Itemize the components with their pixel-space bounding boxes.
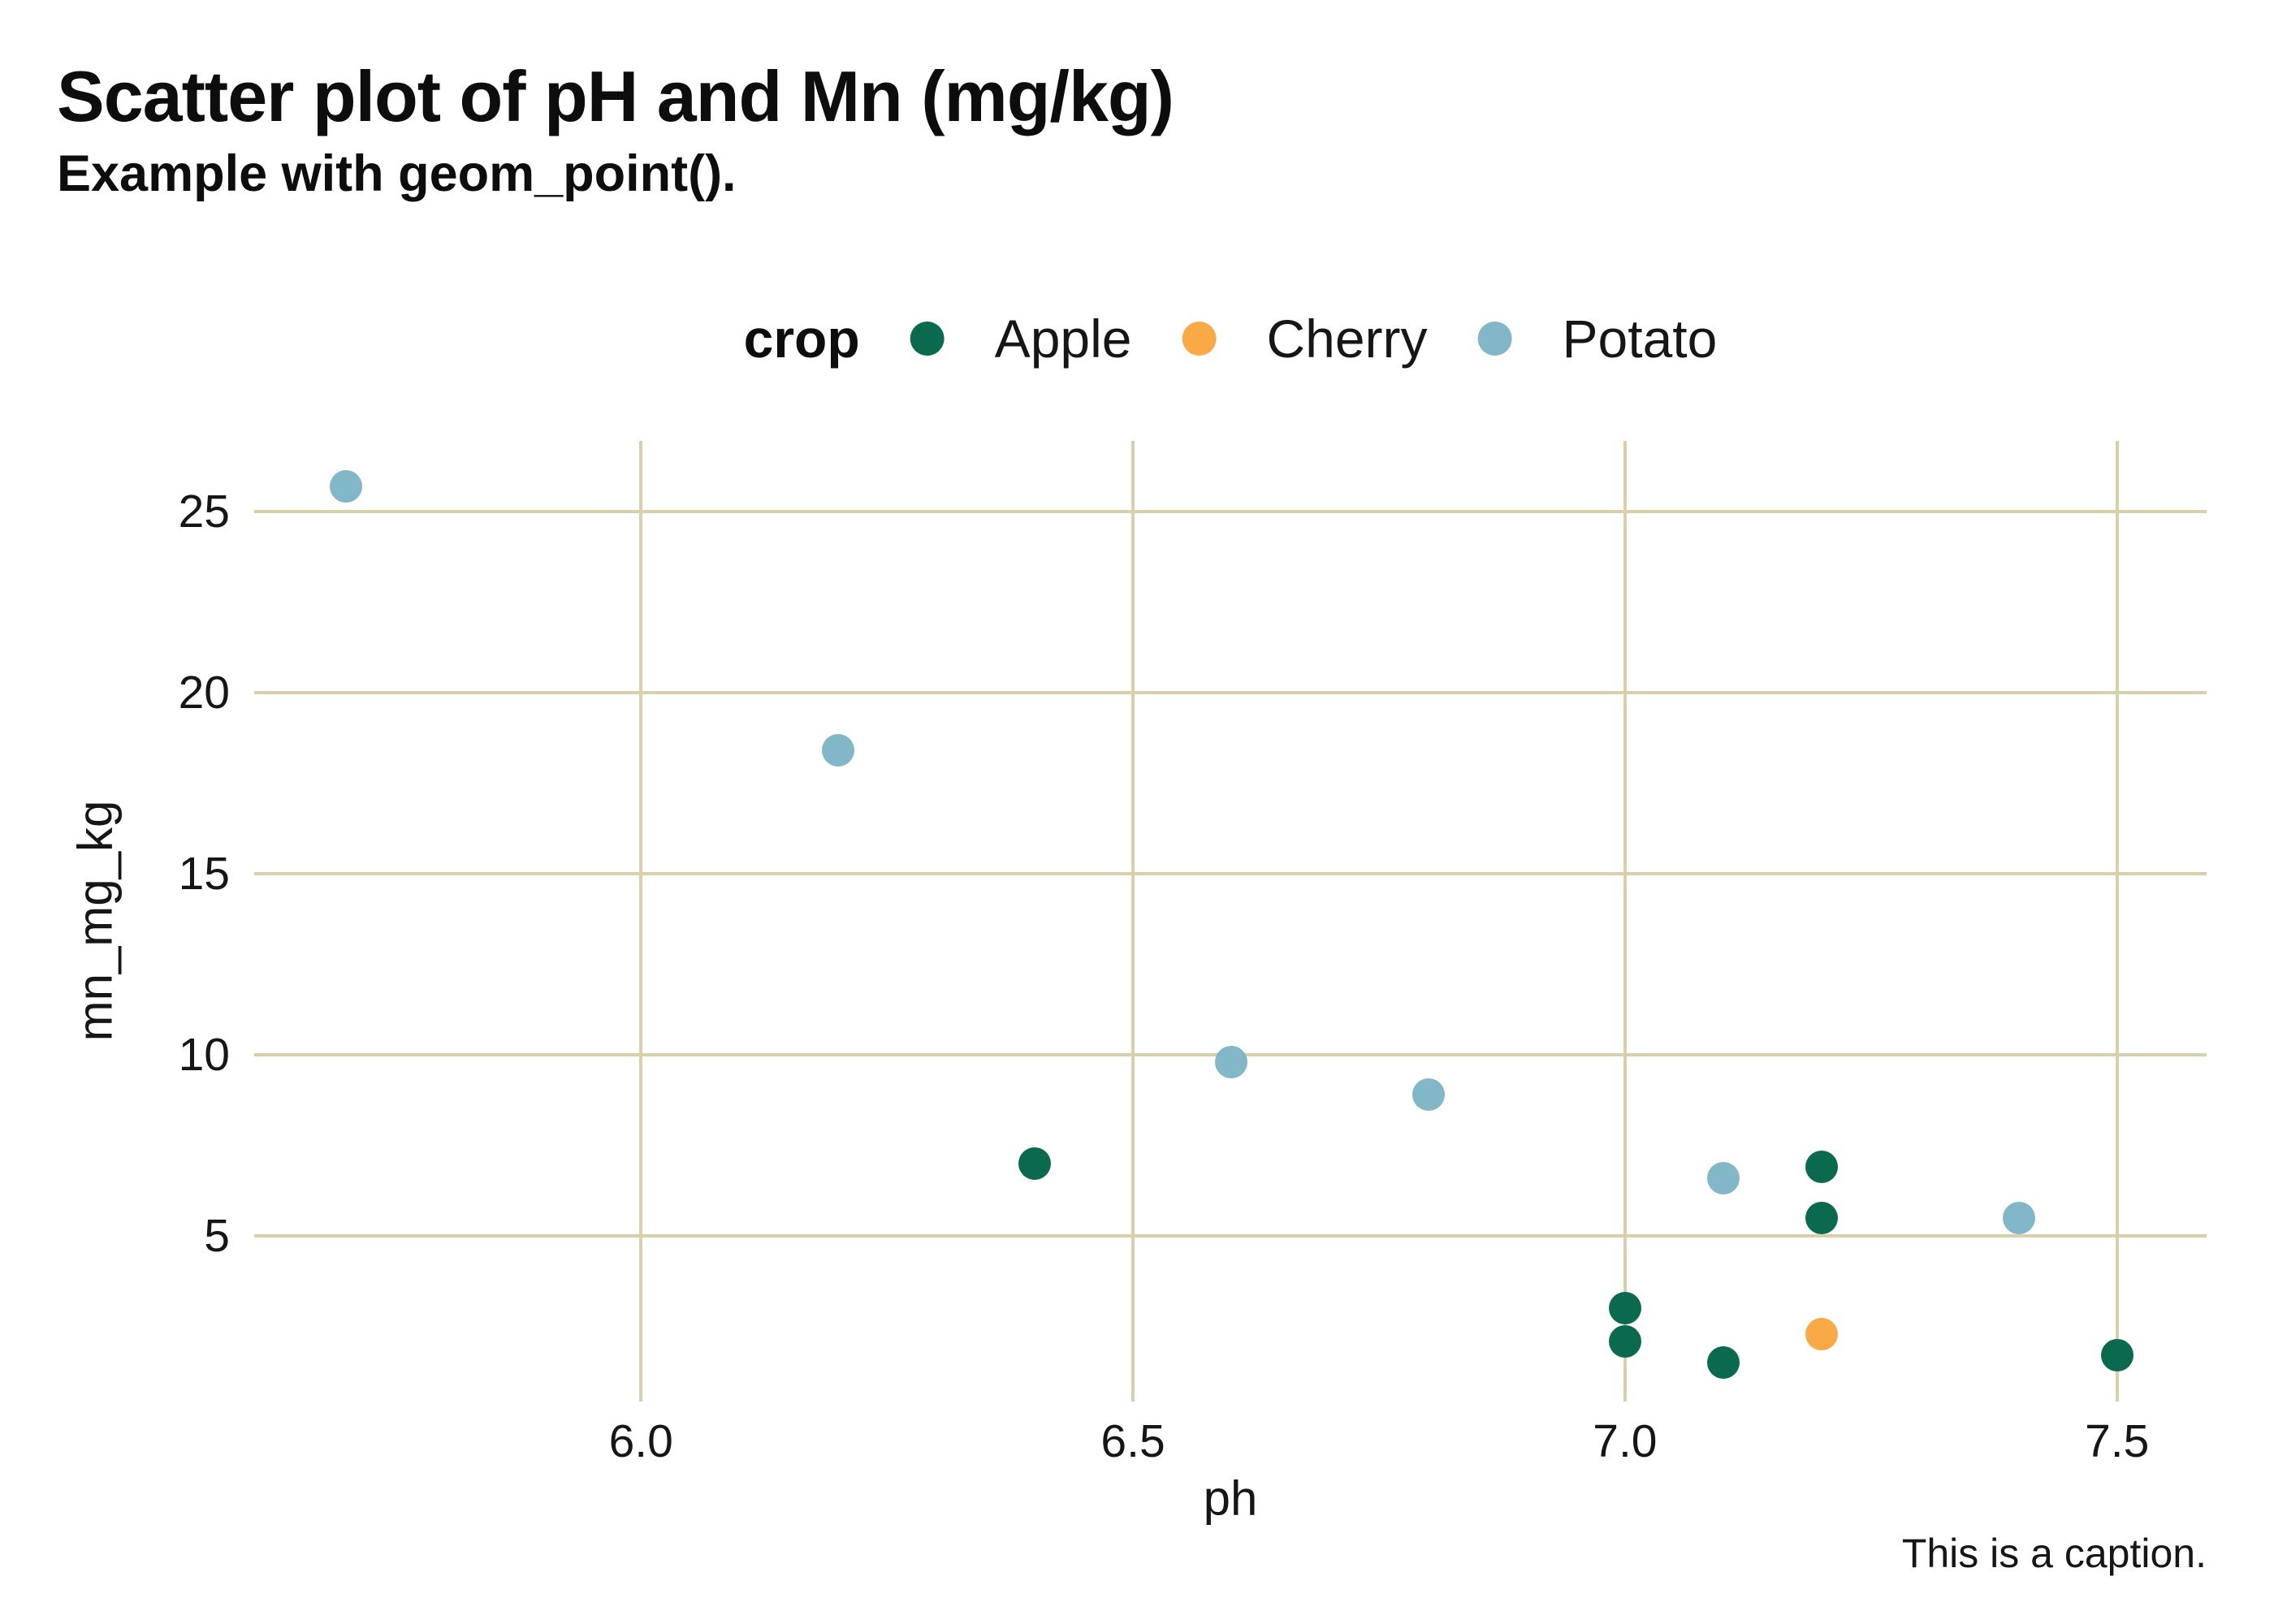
legend-swatch-apple (910, 322, 945, 356)
y-tick-label: 20 (178, 667, 230, 719)
legend: crop Apple Cherry Potato (744, 308, 1718, 369)
x-gridline (639, 441, 643, 1402)
x-tick-label: 6.0 (608, 1415, 673, 1467)
y-tick-label: 10 (178, 1029, 230, 1082)
plot-panel (254, 441, 2207, 1402)
data-point-apple (1608, 1292, 1641, 1325)
data-point-potato (821, 734, 854, 767)
x-tick-label: 7.5 (2085, 1415, 2150, 1467)
y-tick-label: 5 (204, 1210, 230, 1263)
data-point-apple (2100, 1339, 2133, 1372)
data-point-potato (1412, 1078, 1445, 1112)
data-point-apple (1608, 1324, 1641, 1358)
y-tick-label: 15 (178, 848, 230, 901)
plot-caption: This is a caption. (1901, 1531, 2207, 1576)
plot-title: Scatter plot of pH and Mn (mg/kg) (57, 56, 1174, 136)
data-point-potato (329, 469, 362, 503)
data-point-potato (2002, 1201, 2035, 1234)
data-point-cherry (1805, 1317, 1839, 1350)
legend-title: crop (743, 309, 860, 369)
legend-swatch-cherry (1182, 322, 1217, 356)
legend-label-cherry: Cherry (1266, 309, 1428, 369)
y-axis-title: mn_mg_kg (67, 800, 123, 1042)
x-tick-label: 6.5 (1100, 1415, 1165, 1467)
data-point-apple (1018, 1147, 1051, 1180)
data-point-potato (1707, 1161, 1740, 1194)
y-gridline (254, 691, 2207, 695)
plot-subtitle: Example with geom_point(). (57, 145, 737, 202)
x-axis-title: ph (1203, 1471, 1258, 1526)
y-gridline (254, 872, 2207, 876)
y-gridline (254, 1234, 2207, 1238)
legend-label-apple: Apple (994, 309, 1132, 369)
y-gridline (254, 509, 2207, 513)
data-point-apple (1707, 1346, 1740, 1380)
x-gridline (1623, 441, 1627, 1402)
legend-swatch-potato (1477, 322, 1512, 356)
data-point-apple (1805, 1201, 1839, 1234)
x-gridline (1131, 441, 1135, 1402)
x-gridline (2115, 441, 2119, 1402)
y-tick-label: 25 (178, 485, 230, 538)
x-tick-label: 7.0 (1593, 1415, 1658, 1467)
legend-label-potato: Potato (1562, 309, 1718, 369)
data-point-apple (1805, 1151, 1839, 1184)
data-point-potato (1215, 1046, 1248, 1079)
